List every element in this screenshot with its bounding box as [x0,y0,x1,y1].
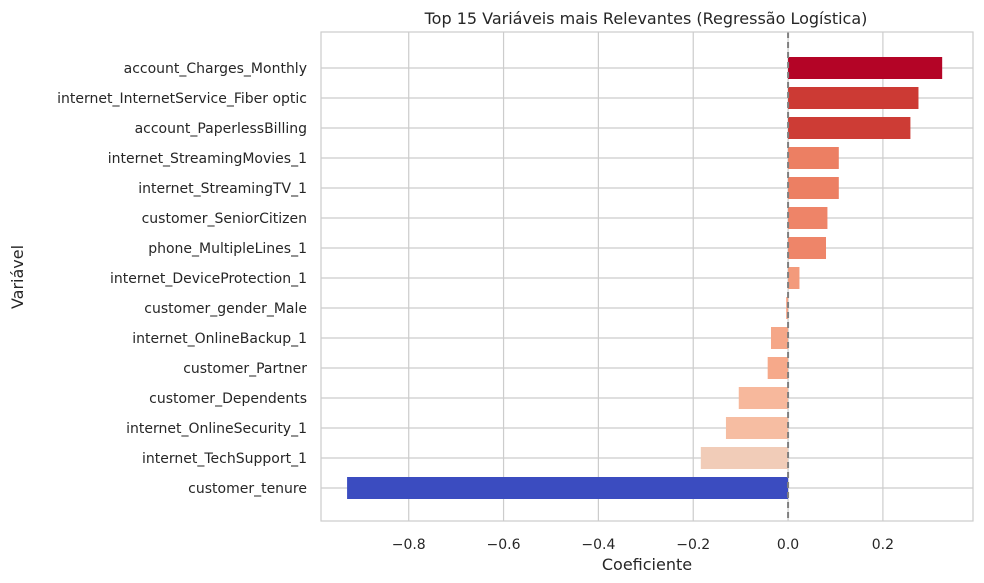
bar [788,117,911,139]
bar [788,237,827,259]
y-tick-label: internet_OnlineBackup_1 [132,331,307,347]
y-tick-label: account_Charges_Monthly [124,61,307,77]
bar [738,387,789,409]
y-tick-label: customer_Dependents [149,391,307,407]
y-tick-label: phone_MultipleLines_1 [148,241,307,257]
y-tick-label: account_PaperlessBilling [135,121,307,137]
bar [725,417,789,439]
plot-frame [320,31,974,522]
y-tick-label: internet_TechSupport_1 [142,451,307,467]
y-tick-label: internet_StreamingMovies_1 [108,151,307,167]
bar [770,327,789,349]
chart-title: Top 15 Variáveis mais Relevantes (Regres… [424,9,868,28]
bar [788,267,800,289]
y-tick-label: customer_gender_Male [144,301,307,317]
plot-area [321,32,973,521]
y-tick-label: customer_tenure [188,481,307,497]
x-tick-labels: −0.8 −0.6 −0.4 −0.2 0.0 0.2 [392,537,894,553]
x-tick-label: −0.6 [487,537,521,553]
bar [767,357,789,379]
bar [788,57,943,79]
y-tick-label: internet_DeviceProtection_1 [110,271,307,287]
y-tick-label: internet_OnlineSecurity_1 [126,421,307,437]
x-tick-label: −0.8 [392,537,426,553]
bar [347,477,789,499]
bar [788,87,919,109]
y-tick-label: customer_SeniorCitizen [142,211,307,227]
y-tick-label: customer_Partner [183,361,307,377]
y-tick-labels: account_Charges_Monthly internet_Internet… [57,61,307,497]
bar-layer [347,57,943,499]
bar [788,177,839,199]
x-tick-label: 0.0 [777,537,799,553]
bar [788,147,839,169]
x-tick-label: 0.2 [872,537,894,553]
x-axis-title: Coeficiente [602,555,692,574]
bar [700,447,789,469]
x-tick-label: −0.4 [581,537,615,553]
y-tick-label: internet_StreamingTV_1 [138,181,307,197]
y-tick-label: internet_InternetService_Fiber optic [57,91,307,107]
x-tick-label: −0.2 [676,537,710,553]
bar [788,207,828,229]
y-axis-title: Variável [8,245,27,309]
